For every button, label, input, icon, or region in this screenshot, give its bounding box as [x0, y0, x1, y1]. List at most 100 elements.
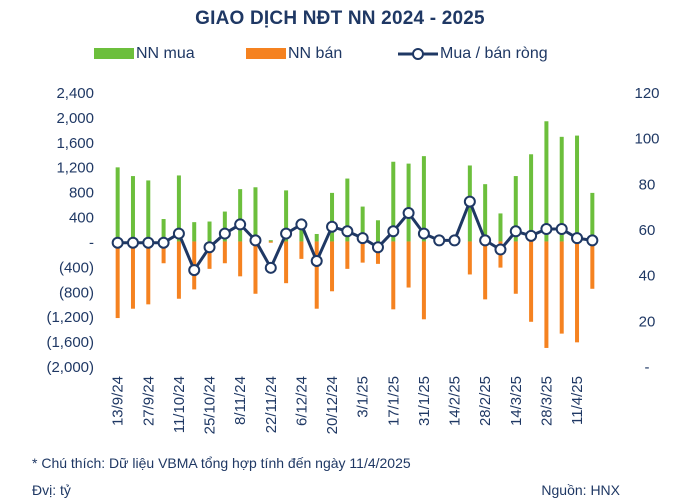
bar-nn-ban — [299, 241, 304, 259]
y-left-tick-label: - — [89, 234, 94, 251]
bar-nn-ban — [253, 241, 258, 294]
x-tick-label: 25/10/24 — [202, 376, 219, 434]
bar-nn-mua — [375, 220, 380, 242]
y-left-tick-label: (1,200) — [46, 309, 94, 326]
point-mua-ban-rong — [172, 227, 185, 240]
bar-nn-ban — [314, 241, 319, 309]
bar-nn-mua — [483, 184, 488, 242]
point-mua-ban-rong — [448, 234, 461, 247]
y-left-tick-label: (1,600) — [46, 334, 94, 351]
point-mua-ban-rong — [264, 261, 277, 274]
point-mua-ban-rong — [280, 227, 293, 240]
bar-nn-mua — [222, 211, 227, 242]
y-right-tick-label: 120 — [634, 85, 659, 102]
y-left-tick-label: (400) — [59, 259, 94, 276]
point-mua-ban-rong — [479, 234, 492, 247]
y-right-tick-label: 40 — [639, 268, 656, 285]
bar-nn-ban — [238, 241, 243, 277]
point-mua-ban-rong — [249, 234, 262, 247]
bar-nn-ban — [130, 241, 135, 309]
bar-nn-ban — [360, 241, 365, 263]
bar-nn-ban — [513, 241, 518, 294]
bar-nn-mua — [345, 178, 350, 242]
bar-nn-ban — [544, 241, 549, 348]
point-mua-ban-rong — [494, 243, 507, 256]
bar-nn-mua — [529, 154, 534, 242]
point-mua-ban-rong — [555, 223, 568, 235]
x-tick-label: 11/10/24 — [171, 376, 188, 433]
bar-nn-ban — [176, 241, 181, 299]
point-mua-ban-rong — [310, 254, 323, 267]
bar-nn-mua — [130, 176, 135, 242]
bar-nn-mua — [559, 136, 564, 242]
point-mua-ban-rong — [142, 236, 155, 249]
point-mua-ban-rong — [218, 227, 231, 240]
bar-nn-ban — [345, 241, 350, 269]
point-mua-ban-rong — [433, 234, 446, 247]
bar-nn-ban — [391, 241, 396, 310]
point-mua-ban-rong — [509, 225, 522, 238]
bar-nn-mua — [575, 135, 580, 242]
bar-nn-mua — [146, 180, 151, 242]
bar-nn-ban — [467, 241, 472, 275]
bar-nn-ban — [115, 241, 120, 319]
bar-nn-mua — [299, 225, 304, 242]
point-mua-ban-rong — [203, 241, 216, 254]
bar-nn-ban — [207, 241, 212, 269]
x-tick-label: 28/3/25 — [538, 376, 555, 426]
point-mua-ban-rong — [463, 195, 476, 208]
bar-nn-mua — [192, 222, 197, 242]
bar-nn-mua — [161, 219, 166, 242]
legend-label: Mua / bán ròng — [440, 45, 548, 62]
bar-nn-ban — [161, 241, 166, 264]
point-mua-ban-rong — [126, 236, 139, 249]
bar-nn-ban — [421, 241, 426, 320]
x-tick-label: 17/1/25 — [385, 376, 402, 426]
bar-nn-mua — [330, 192, 335, 242]
x-tick-label: 31/1/25 — [416, 376, 433, 426]
bar-nn-ban — [222, 241, 227, 264]
x-tick-label: 20/12/24 — [324, 376, 341, 434]
y-left-tick-label: 800 — [69, 185, 94, 202]
legend-item-nn-mua: NN mua — [94, 44, 234, 64]
legend-line-marker-icon — [398, 48, 438, 60]
point-mua-ban-rong — [540, 223, 553, 235]
bar-nn-ban — [483, 241, 488, 300]
point-mua-ban-rong — [417, 227, 430, 240]
bar-nn-mua — [314, 233, 319, 242]
bar-nn-mua — [391, 161, 396, 242]
y-left-tick-label: 2,000 — [56, 110, 94, 127]
y-left-tick-label: 1,200 — [56, 160, 94, 177]
point-mua-ban-rong — [586, 234, 599, 247]
bar-nn-mua — [284, 190, 289, 242]
bar-nn-ban — [590, 241, 595, 289]
x-tick-label: 11/4/25 — [569, 376, 586, 425]
x-tick-label: 13/9/24 — [110, 376, 127, 426]
x-tick-label: 6/12/24 — [293, 376, 310, 426]
bar-nn-mua — [253, 187, 258, 242]
y-right-tick-label: - — [645, 359, 650, 376]
point-mua-ban-rong — [326, 220, 339, 233]
footnote: * Chú thích: Dữ liệu VBMA tổng hợp tính … — [32, 455, 411, 471]
bar-nn-mua — [590, 192, 595, 242]
point-mua-ban-rong — [371, 241, 384, 254]
y-right-tick-label: 100 — [634, 131, 659, 148]
y-left-tick-label: (800) — [59, 284, 94, 301]
x-tick-label: 28/2/25 — [477, 376, 494, 426]
y-right-tick-label: 20 — [639, 313, 656, 330]
point-mua-ban-rong — [402, 207, 415, 220]
bar-nn-ban — [330, 241, 335, 292]
point-mua-ban-rong — [387, 225, 400, 238]
y-left-tick-label: 2,400 — [56, 85, 94, 102]
bar-nn-ban — [406, 241, 411, 288]
bar-nn-mua — [406, 163, 411, 242]
legend-item-nn-ban: NN bán — [246, 44, 386, 64]
point-mua-ban-rong — [295, 218, 308, 231]
point-mua-ban-rong — [356, 232, 369, 245]
bar-nn-ban — [559, 241, 564, 334]
chart-title: GIAO DỊCH NĐT NN 2024 - 2025 — [195, 8, 485, 29]
bar-nn-ban — [575, 241, 580, 343]
point-mua-ban-rong — [111, 236, 124, 249]
legend-swatch-green — [94, 48, 134, 59]
